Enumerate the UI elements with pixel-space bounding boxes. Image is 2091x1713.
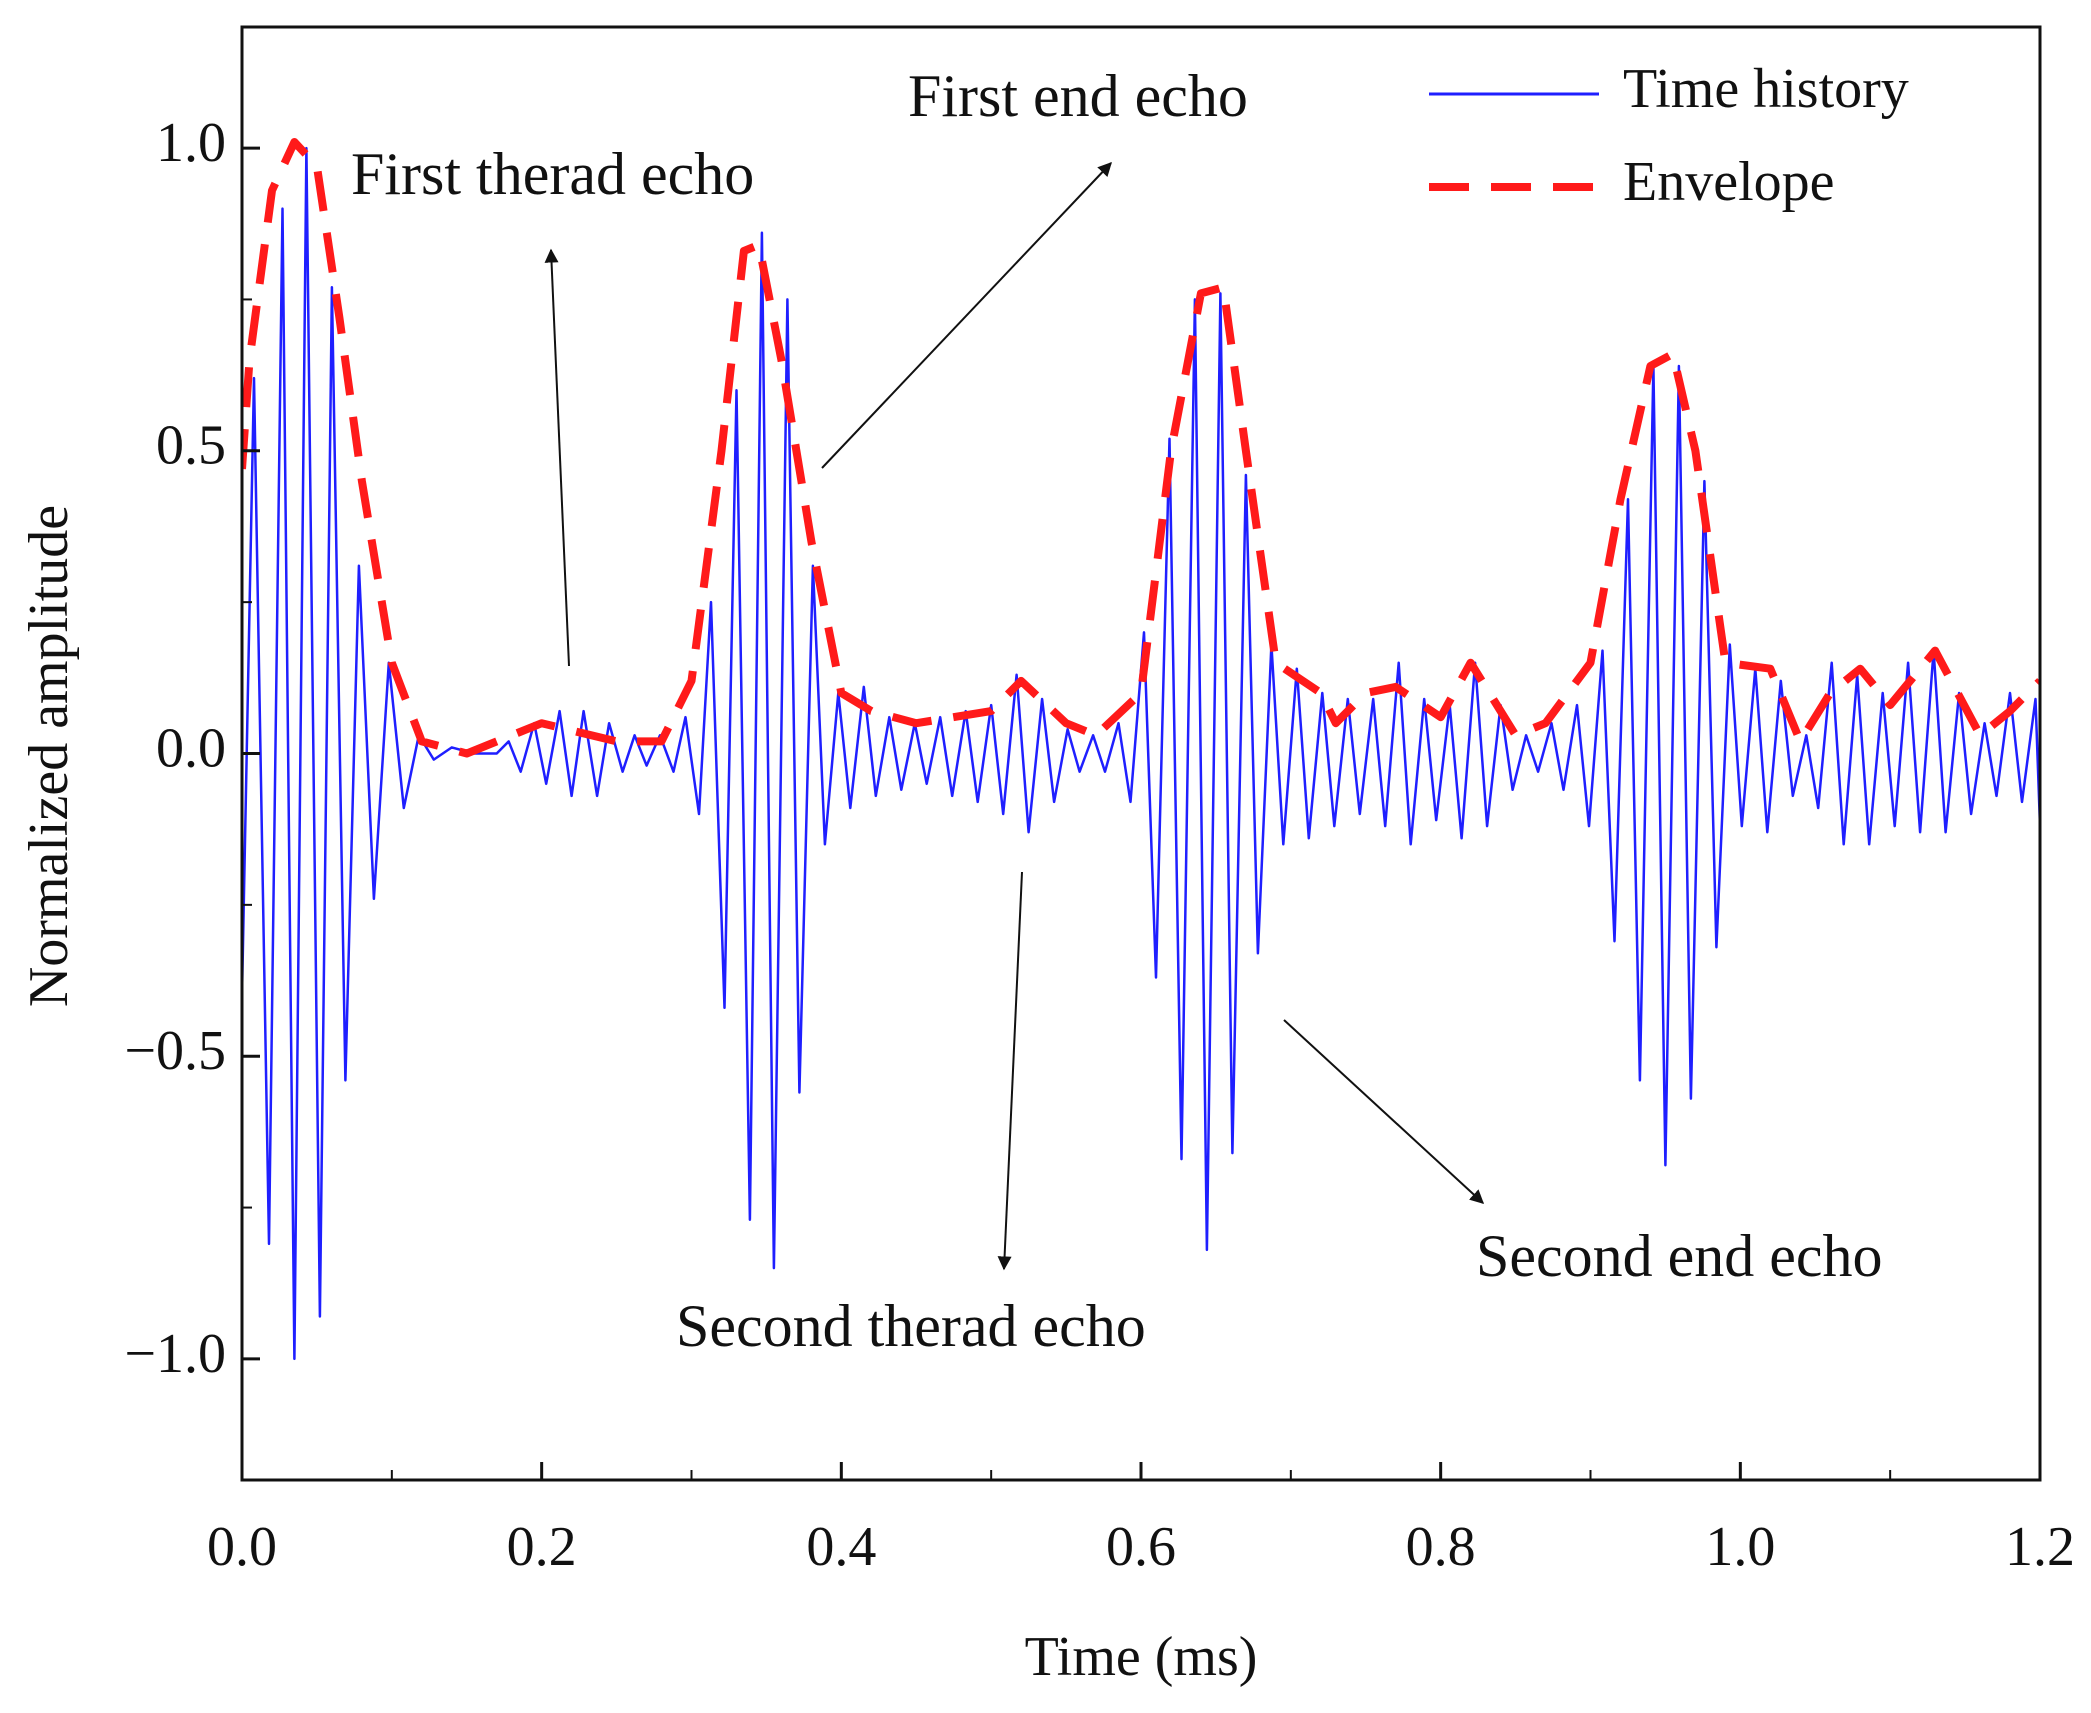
- plot-area: [242, 138, 2040, 1361]
- x-tick-label: 0.2: [507, 1516, 577, 1578]
- y-axis-label: Normalized amplitude: [18, 505, 80, 1007]
- annotation: Second therad echo: [676, 1293, 1146, 1359]
- y-tick-label: 0.0: [156, 717, 226, 779]
- signal-line: [242, 146, 2040, 1361]
- y-tick-label: −0.5: [124, 1020, 226, 1082]
- legend-label: Envelope: [1623, 151, 1834, 213]
- x-tick-label: 0.6: [1106, 1516, 1176, 1578]
- annotation: First end echo: [908, 63, 1248, 129]
- x-tick-label: 0.4: [806, 1516, 876, 1578]
- legend-label: Time history: [1623, 58, 1909, 120]
- annotation-arrow: [997, 871, 1023, 1271]
- y-tick-label: 0.5: [156, 415, 226, 477]
- x-tick-label: 0.0: [207, 1516, 277, 1578]
- y-tick-label: −1.0: [124, 1323, 226, 1385]
- y-tick-label: 1.0: [156, 112, 226, 174]
- envelope-line: [242, 138, 2040, 758]
- x-tick-label: 1.0: [1705, 1516, 1775, 1578]
- x-tick-label: 1.2: [2005, 1516, 2075, 1578]
- x-tick-label: 0.8: [1406, 1516, 1476, 1578]
- annotation-arrow: [821, 161, 1112, 469]
- annotation: First therad echo: [351, 141, 754, 207]
- x-axis-label: Time (ms): [1025, 1626, 1258, 1688]
- annotation-arrow: [1283, 1019, 1485, 1204]
- annotation: Second end echo: [1476, 1223, 1883, 1289]
- annotation-arrow: [544, 248, 570, 667]
